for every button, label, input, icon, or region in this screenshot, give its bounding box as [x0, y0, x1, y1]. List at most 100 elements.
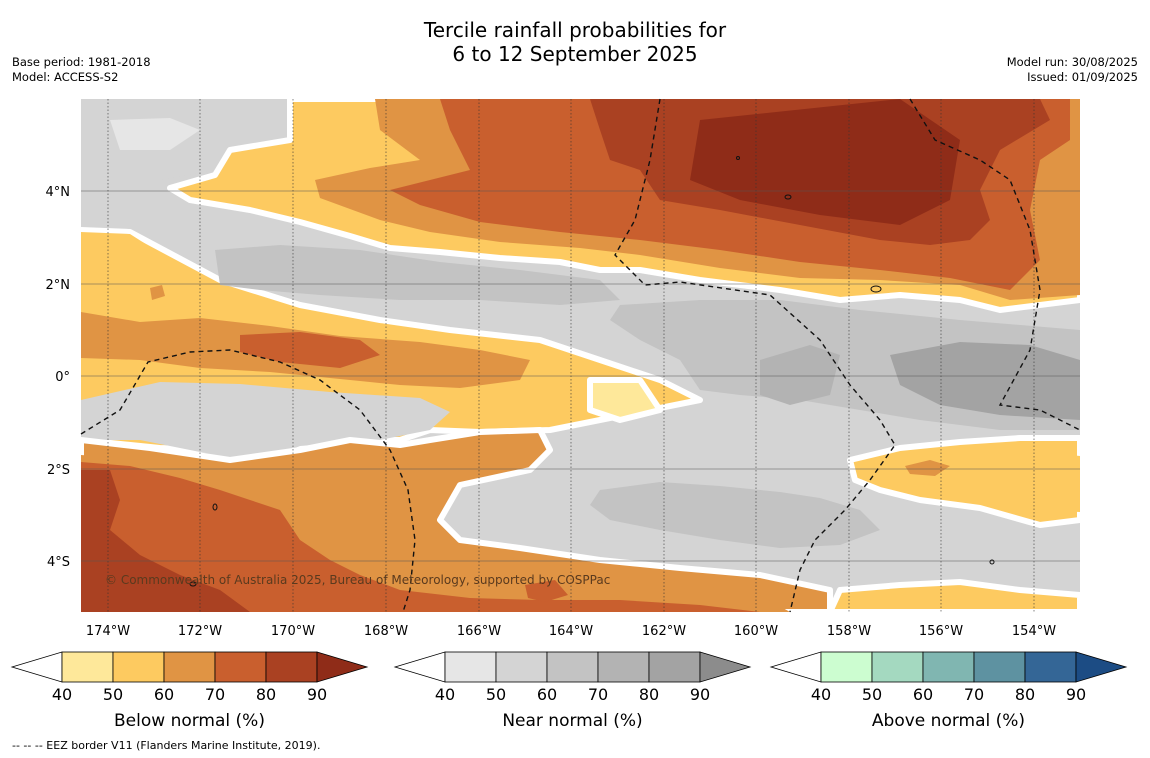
- colorbar-tick: 40: [52, 685, 72, 704]
- longitude-label: 154°W: [1012, 624, 1056, 639]
- below-normal-patch-70: [440, 440, 495, 468]
- colorbar-segment: [546, 651, 599, 683]
- colorbar-segment: [214, 651, 267, 683]
- longitude-label: 172°W: [178, 624, 222, 639]
- below-normal-south-west-80: [81, 462, 760, 612]
- colorbar-label: Near normal (%): [502, 711, 642, 731]
- meta-right: Model run: 30/08/2025 Issued: 01/09/2025: [1007, 55, 1138, 85]
- eez-dashed-line: [80, 349, 416, 613]
- meta-left: Base period: 1981-2018 Model: ACCESS-S2: [12, 55, 151, 85]
- colorbar-segment: [163, 651, 216, 683]
- island-outline: [736, 156, 740, 160]
- island-outlines: [189, 156, 995, 587]
- longitude-label: 160°W: [734, 624, 778, 639]
- colorbar-segment: [1024, 651, 1077, 683]
- near-normal-equatorial-strip: [81, 382, 450, 462]
- longitude-labels: 174°W 172°W 170°W 168°W 166°W 164°W 162°W 160°W…: [86, 624, 1056, 639]
- near-normal-south-70: [590, 482, 880, 548]
- colorbar-tick: 40: [435, 685, 455, 704]
- colorbar-min-extension: [10, 651, 63, 683]
- colorbar-tick: 80: [639, 685, 659, 704]
- colorbar-min-extension: [769, 651, 822, 683]
- below-normal-patch-small: [150, 285, 165, 300]
- colorbar-segment: [973, 651, 1026, 683]
- longitude-label: 156°W: [919, 624, 963, 639]
- longitude-label: 168°W: [364, 624, 408, 639]
- eez-dashed-line: [909, 98, 1081, 431]
- colorbar-segment: [444, 651, 497, 683]
- island-outline: [189, 581, 197, 587]
- near-normal-north-west-light-region: [110, 118, 200, 150]
- colorbar-segment: [648, 651, 701, 683]
- near-normal-central-80: [760, 345, 840, 405]
- colorbar-segment: [61, 651, 114, 683]
- colorbar-max-extension: [316, 651, 369, 683]
- colorbar-min-extension: [393, 651, 446, 683]
- longitude-label: 170°W: [271, 624, 315, 639]
- latitude-label: 0°: [55, 370, 70, 385]
- longitude-label: 164°W: [549, 624, 593, 639]
- colorbar-segment: [820, 651, 873, 683]
- latitude-label: 2°S: [47, 463, 70, 478]
- near-normal-north-70: [215, 245, 620, 305]
- colorbar-segment: [922, 651, 975, 683]
- below-normal-equatorial-tongue-80: [240, 332, 380, 368]
- map-title: Tercile rainfall probabilities for 6 to …: [0, 18, 1150, 66]
- colorbar-segment: [265, 651, 318, 683]
- copyright-notice: © Commonwealth of Australia 2025, Bureau…: [105, 573, 610, 587]
- base-period: Base period: 1981-2018: [12, 55, 151, 69]
- model-run: Model run: 30/08/2025: [1006, 55, 1138, 69]
- longitude-label: 162°W: [642, 624, 686, 639]
- model-name: Model: ACCESS-S2: [12, 70, 119, 84]
- colorbar-label: Below normal (%): [114, 711, 265, 731]
- title-line-2: 6 to 12 September 2025: [452, 42, 698, 66]
- colorbar-tick: 60: [154, 685, 174, 704]
- colorbar-segment: [871, 651, 924, 683]
- latitude-label: 4°S: [47, 555, 70, 570]
- below-normal-pale-patch: [587, 377, 663, 423]
- below-normal-south-east-lower: [827, 579, 1080, 612]
- latitude-labels: 4°N 2°N 0° 2°S 4°S: [46, 185, 71, 570]
- colorbar-tick: 50: [862, 685, 882, 704]
- colorbar-tick: 90: [1066, 685, 1086, 704]
- colorbar-tick: 60: [537, 685, 557, 704]
- colorbar-tick: 50: [103, 685, 123, 704]
- below-normal-south-east-70: [905, 460, 950, 476]
- colorbar-label: Above normal (%): [872, 711, 1025, 731]
- colorbar-legends: 40 50 60 70 80 90 Below normal (%) 40 50 60 70 80 90…: [10, 651, 1128, 731]
- colorbar-segment: [597, 651, 650, 683]
- longitude-label: 158°W: [827, 624, 871, 639]
- colorbar-segment: [495, 651, 548, 683]
- colorbar-tick: 70: [964, 685, 984, 704]
- colorbar-max-extension: [699, 651, 752, 683]
- island-outline: [870, 285, 882, 293]
- eez-border: [80, 98, 1081, 613]
- eez-footnote: -- -- -- EEZ border V11 (Flanders Marine…: [12, 739, 321, 752]
- colorbar-above: 40 50 60 70 80 90 Above normal (%): [769, 651, 1128, 731]
- latitude-label: 2°N: [46, 278, 71, 293]
- latitude-label: 4°N: [46, 185, 71, 200]
- colorbar-tick: 80: [1015, 685, 1035, 704]
- map-plot-area: [81, 99, 1080, 612]
- colorbar-tick: 50: [486, 685, 506, 704]
- island-outline: [989, 559, 995, 565]
- below-normal-patch-80: [525, 580, 568, 602]
- colorbar-tick: 90: [690, 685, 710, 704]
- issued-date: Issued: 01/09/2025: [1027, 70, 1138, 84]
- colorbar-tick: 80: [256, 685, 276, 704]
- colorbar-max-extension: [1075, 651, 1128, 683]
- colorbar-tick: 60: [913, 685, 933, 704]
- colorbar-below: 40 50 60 70 80 90 Below normal (%): [10, 651, 369, 731]
- colorbar-tick: 70: [588, 685, 608, 704]
- colorbar-segment: [112, 651, 165, 683]
- colorbar-tick: 70: [205, 685, 225, 704]
- map-graticule: [81, 99, 1080, 612]
- longitude-label: 174°W: [86, 624, 130, 639]
- colorbar-tick: 90: [307, 685, 327, 704]
- colorbar-tick: 40: [811, 685, 831, 704]
- colorbar-near: 40 50 60 70 80 90 Near normal (%): [393, 651, 752, 731]
- island-outline: [212, 503, 218, 511]
- title-line-1: Tercile rainfall probabilities for: [423, 18, 727, 42]
- near-normal-east-80: [890, 342, 1080, 420]
